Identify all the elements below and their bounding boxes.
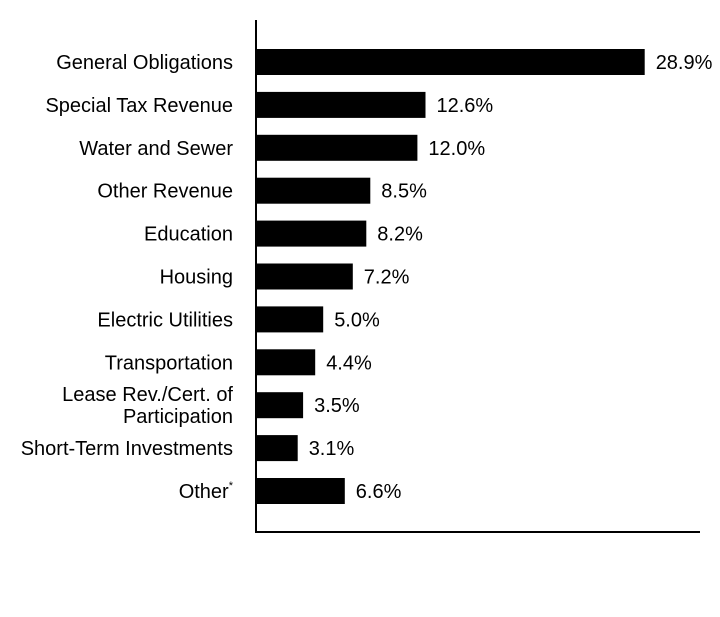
bar [256, 91, 426, 118]
bar [256, 220, 367, 247]
category-label: Other* [179, 480, 234, 503]
value-label: 7.2% [364, 267, 410, 289]
category-label: General Obligations [56, 52, 233, 74]
bar [256, 177, 371, 204]
value-label: 12.0% [428, 138, 485, 160]
bar [256, 349, 316, 376]
value-label: 8.5% [381, 181, 427, 203]
value-label: 3.5% [314, 395, 360, 417]
bar [256, 306, 324, 333]
value-label: 28.9% [656, 52, 713, 74]
bars-layer [256, 49, 645, 504]
category-label-text: Other [179, 481, 229, 503]
category-label: Special Tax Revenue [45, 95, 233, 117]
value-label: 5.0% [334, 309, 380, 331]
bar [256, 263, 353, 290]
bar [256, 435, 298, 462]
footnote-marker: * [229, 480, 234, 492]
category-label: Other Revenue [97, 181, 233, 203]
category-label: Housing [160, 267, 233, 289]
value-label: 8.2% [377, 224, 423, 246]
bar [256, 134, 418, 161]
value-label: 12.6% [437, 95, 494, 117]
bar [256, 392, 304, 419]
bar [256, 478, 345, 504]
category-label: Lease Rev./Cert. of [62, 384, 233, 406]
value-label: 6.6% [356, 481, 402, 503]
category-label: Education [144, 224, 233, 246]
category-label: Water and Sewer [79, 138, 233, 160]
labels-layer: 28.9% General Obligations 12.6% Special Tax… [21, 52, 713, 503]
category-label: Electric Utilities [97, 309, 233, 331]
bar [256, 49, 645, 75]
category-label: Participation [123, 406, 233, 428]
value-label: 3.1% [309, 438, 355, 460]
category-label: Short-Term Investments [21, 438, 233, 460]
category-label: Transportation [105, 352, 233, 374]
value-label: 4.4% [326, 352, 372, 374]
